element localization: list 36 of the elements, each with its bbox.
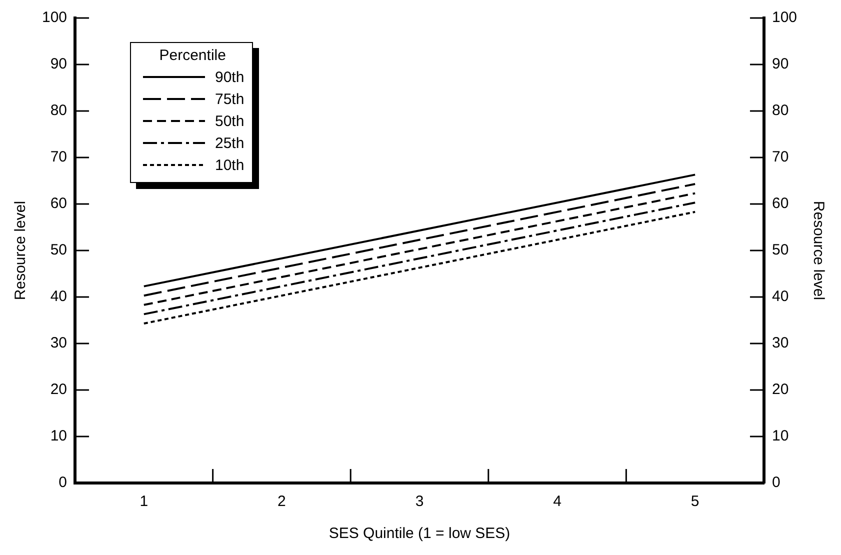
- y2-tick-label: 100: [772, 9, 798, 26]
- y-tick-label: 50: [50, 242, 68, 259]
- x-tick-label: 2: [278, 493, 286, 510]
- y2-tick-label: 0: [772, 474, 780, 492]
- y-tick-label: 90: [50, 56, 68, 73]
- y2-tick-label: 70: [772, 148, 789, 166]
- y2-tick-label: 30: [772, 334, 789, 352]
- x-tick-label: 5: [690, 493, 700, 510]
- y2-tick-label: 50: [772, 242, 789, 259]
- y-tick-label: 0: [58, 474, 68, 492]
- y2-tick-label: 90: [772, 56, 789, 73]
- y-tick-label: 100: [42, 9, 68, 26]
- y2-axis-title: Resource level: [810, 200, 827, 300]
- y-tick-label: 10: [50, 428, 68, 445]
- y2-tick-label: 40: [772, 288, 789, 306]
- x-axis-title: SES Quintile (1 = low SES): [328, 525, 510, 542]
- legend-label: 90th: [215, 68, 244, 86]
- x-tick-label: 1: [140, 493, 148, 510]
- x-tick-label: 3: [415, 493, 424, 510]
- y2-tick-label: 60: [772, 195, 789, 212]
- y-tick-label: 60: [50, 195, 68, 212]
- y-tick-label: 80: [50, 102, 68, 120]
- y2-tick-label: 20: [772, 381, 789, 398]
- y-tick-label: 40: [50, 288, 68, 306]
- y2-tick-label: 10: [772, 428, 789, 445]
- legend-label: 25th: [215, 134, 244, 152]
- x-tick-label: 4: [553, 493, 562, 510]
- legend-label: 50th: [215, 112, 244, 130]
- y-tick-label: 30: [50, 334, 68, 352]
- legend-title: Percentile: [158, 47, 227, 64]
- legend-label: 10th: [215, 156, 244, 174]
- y-tick-label: 70: [50, 148, 68, 166]
- legend-label: 75th: [215, 90, 244, 108]
- y-tick-label: 20: [50, 381, 68, 398]
- y-axis-title: Resource level: [12, 200, 30, 300]
- y2-tick-label: 80: [772, 102, 789, 120]
